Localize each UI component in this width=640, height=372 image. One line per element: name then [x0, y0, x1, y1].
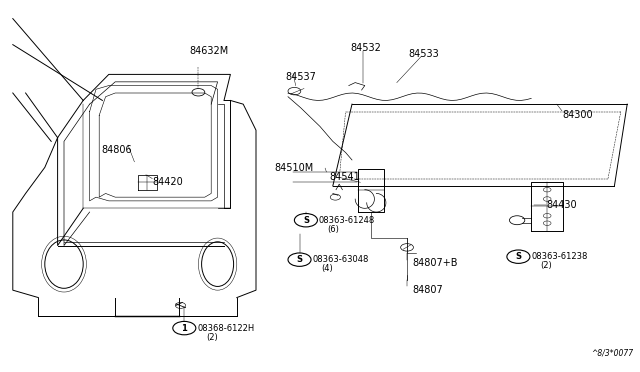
Text: 84532: 84532 [350, 43, 381, 52]
Text: 84430: 84430 [547, 201, 577, 210]
Text: 84541: 84541 [329, 172, 360, 182]
Text: 84632M: 84632M [189, 46, 228, 56]
Text: 84537: 84537 [285, 73, 316, 82]
Text: (2): (2) [540, 261, 552, 270]
Text: 08363-63048: 08363-63048 [312, 255, 369, 264]
Text: 84420: 84420 [152, 177, 183, 186]
Text: (4): (4) [321, 264, 333, 273]
Text: 84510M: 84510M [274, 163, 313, 173]
Text: 1: 1 [181, 324, 188, 333]
Text: (2): (2) [206, 333, 218, 341]
Text: ^8/3*0077: ^8/3*0077 [591, 349, 634, 358]
Text: S: S [515, 252, 522, 261]
Text: 84533: 84533 [408, 49, 439, 58]
Text: 08363-61248: 08363-61248 [319, 216, 375, 225]
Text: 84807: 84807 [413, 285, 444, 295]
Text: S: S [296, 255, 303, 264]
Text: 84807+B: 84807+B [413, 259, 458, 268]
Text: 84806: 84806 [101, 145, 132, 154]
Text: 84300: 84300 [562, 110, 593, 119]
Text: 08363-61238: 08363-61238 [531, 252, 588, 261]
Text: (6): (6) [328, 225, 340, 234]
Text: 08368-6122H: 08368-6122H [197, 324, 254, 333]
Text: S: S [303, 216, 309, 225]
